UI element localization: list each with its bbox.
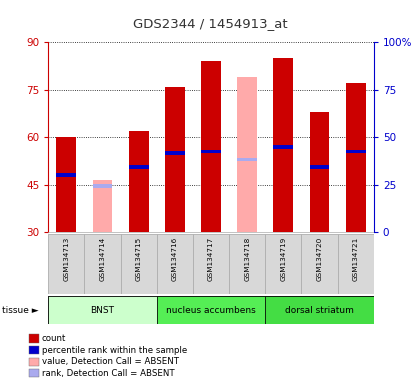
Bar xyxy=(338,234,374,294)
Text: dorsal striatum: dorsal striatum xyxy=(285,306,354,314)
Bar xyxy=(265,234,302,294)
Bar xyxy=(84,234,121,294)
Text: percentile rank within the sample: percentile rank within the sample xyxy=(42,346,187,355)
Bar xyxy=(129,131,149,232)
Bar xyxy=(310,166,330,169)
Text: GSM134713: GSM134713 xyxy=(63,237,69,281)
Bar xyxy=(92,180,113,232)
Bar xyxy=(157,296,265,324)
Bar xyxy=(48,296,157,324)
Bar xyxy=(302,234,338,294)
Text: GSM134715: GSM134715 xyxy=(136,237,142,281)
Text: GSM134719: GSM134719 xyxy=(281,237,286,281)
Bar xyxy=(346,150,366,154)
Bar xyxy=(165,87,185,232)
Text: BNST: BNST xyxy=(91,306,115,314)
Bar xyxy=(273,145,293,149)
Bar xyxy=(92,184,113,188)
Text: tissue ►: tissue ► xyxy=(2,306,39,314)
Text: GDS2344 / 1454913_at: GDS2344 / 1454913_at xyxy=(133,17,287,30)
Bar xyxy=(229,234,265,294)
Text: nucleus accumbens: nucleus accumbens xyxy=(166,306,256,314)
Text: GSM134717: GSM134717 xyxy=(208,237,214,281)
Bar xyxy=(265,296,374,324)
Text: value, Detection Call = ABSENT: value, Detection Call = ABSENT xyxy=(42,357,179,366)
Bar xyxy=(157,234,193,294)
Text: GSM134721: GSM134721 xyxy=(353,237,359,281)
Bar xyxy=(237,77,257,232)
Bar xyxy=(165,151,185,155)
Bar xyxy=(56,137,76,232)
Text: GSM134718: GSM134718 xyxy=(244,237,250,281)
Bar xyxy=(129,166,149,169)
Bar xyxy=(346,83,366,232)
Bar xyxy=(237,157,257,161)
Bar xyxy=(201,150,221,154)
Bar xyxy=(193,234,229,294)
Text: GSM134720: GSM134720 xyxy=(317,237,323,281)
Bar xyxy=(310,112,330,232)
Text: GSM134716: GSM134716 xyxy=(172,237,178,281)
Bar xyxy=(56,174,76,177)
Bar xyxy=(121,234,157,294)
Text: rank, Detection Call = ABSENT: rank, Detection Call = ABSENT xyxy=(42,369,175,378)
Bar xyxy=(201,61,221,232)
Text: count: count xyxy=(42,334,66,343)
Bar xyxy=(48,234,84,294)
Bar xyxy=(273,58,293,232)
Text: GSM134714: GSM134714 xyxy=(100,237,105,281)
